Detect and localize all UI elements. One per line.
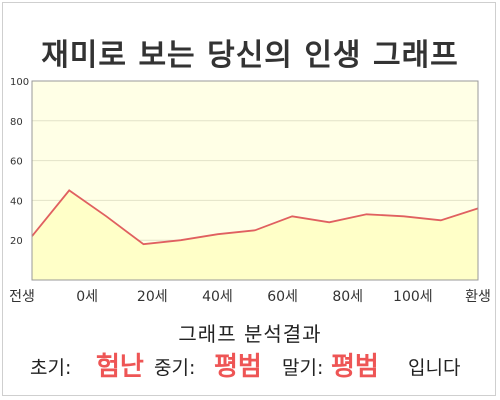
page-title: 재미로 보는 당신의 인생 그래프 xyxy=(41,38,459,73)
x-tick-label: 80세 xyxy=(332,289,363,305)
middle-label: 중기: xyxy=(154,357,196,379)
y-tick-label: 100 xyxy=(10,77,29,88)
x-tick-label: 60세 xyxy=(267,289,298,305)
late-value: 평범 xyxy=(331,352,379,382)
plot-border xyxy=(31,80,479,281)
analysis-result: 초기: 험난 중기: 평범 말기: 평범 입니다 xyxy=(0,346,500,382)
early-value: 험난 xyxy=(96,352,144,382)
y-tick-label: 60 xyxy=(10,157,23,168)
y-tick-labels: 20 40 60 80 100 xyxy=(10,77,29,247)
x-tick-label: 20세 xyxy=(137,289,168,305)
middle-value: 평범 xyxy=(214,352,262,382)
x-tick-label: 0세 xyxy=(76,289,98,305)
y-tick-label: 20 xyxy=(10,236,23,247)
late-label: 말기: xyxy=(282,357,324,379)
chart-frame xyxy=(2,2,496,396)
y-tick-label: 40 xyxy=(10,196,23,207)
series-line xyxy=(31,189,479,246)
suffix-text: 입니다 xyxy=(408,357,461,379)
x-tick-labels: 전생 0세 20세 40세 60세 80세 100세 환생 xyxy=(9,289,491,305)
x-tick-label: 환생 xyxy=(465,289,491,305)
y-tick-label: 80 xyxy=(10,117,23,128)
analysis-title: 그래프 분석결과 xyxy=(178,322,322,346)
x-tick-label: 전생 xyxy=(9,289,35,305)
early-label: 초기: xyxy=(30,357,72,379)
x-tick-label: 100세 xyxy=(393,289,433,305)
x-tick-label: 40세 xyxy=(202,289,233,305)
area-fill xyxy=(32,190,478,280)
